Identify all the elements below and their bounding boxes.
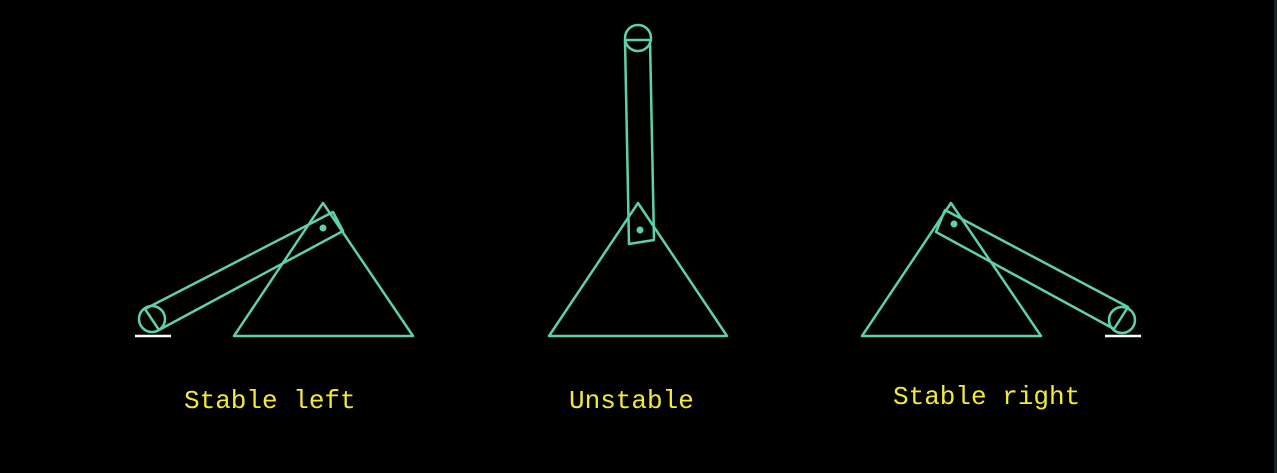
diagram-unstable [547, 23, 729, 338]
pivot-dot [950, 220, 958, 228]
lever-bar [143, 210, 345, 332]
lever-bar [623, 38, 656, 246]
triangle-support [232, 201, 415, 338]
window-edge [1274, 0, 1277, 473]
triangle-support [860, 201, 1043, 338]
caption-stable-left: Stable left [184, 386, 356, 416]
diagram-stable-left [135, 201, 415, 338]
caption-stable-right: Stable right [893, 382, 1081, 412]
pivot-dot [636, 226, 644, 234]
diagram-stable-right [860, 201, 1141, 338]
lever-end-circle [1107, 305, 1137, 335]
triangle-support [547, 201, 729, 338]
lever-end-circle [623, 23, 653, 53]
lever-end-circle [137, 304, 167, 334]
pivot-dot [319, 224, 327, 232]
lever-bar [934, 208, 1130, 331]
caption-unstable: Unstable [569, 386, 694, 416]
